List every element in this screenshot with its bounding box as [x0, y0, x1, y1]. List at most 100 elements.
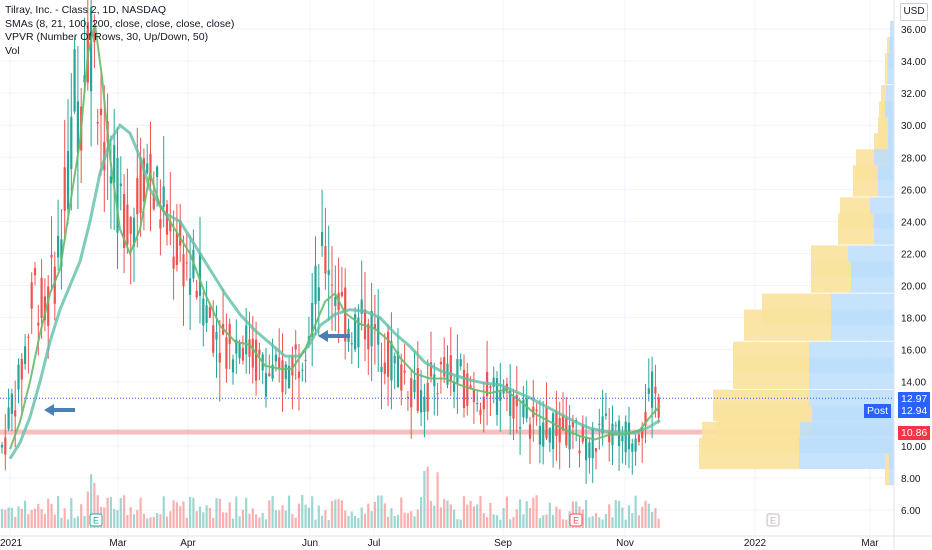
volume-bar	[499, 519, 502, 528]
candle-body	[462, 370, 466, 409]
volume-bar	[634, 495, 637, 528]
candle-body	[561, 415, 565, 431]
candle-body	[182, 254, 185, 287]
candle-body	[212, 325, 215, 353]
volume-bar	[555, 506, 558, 528]
volume-bar	[205, 505, 208, 528]
volume-bar	[413, 516, 416, 528]
volume-bar	[218, 498, 221, 528]
volume-bar	[291, 513, 294, 528]
y-tick-label: 28.00	[901, 153, 926, 164]
symbol-title[interactable]: Tilray, Inc. - Class 2, 1D, NASDAQ	[5, 4, 167, 16]
candle-body	[14, 410, 17, 417]
candle-body	[17, 364, 20, 390]
volume-bar	[446, 500, 449, 528]
volume-bar	[307, 507, 310, 528]
volume-indicator-label[interactable]: Vol	[5, 44, 20, 57]
vp-down-bar	[809, 357, 894, 389]
candle-body	[185, 262, 188, 264]
candle-body	[515, 395, 518, 407]
volume-bar	[30, 509, 33, 528]
candle-body	[231, 359, 235, 373]
candle-body	[459, 359, 462, 367]
candle-body	[601, 416, 604, 434]
vpvr-indicator-label[interactable]: VPVR (Number Of Rows, 30, Up/Down, 50)	[5, 31, 209, 43]
volume-bar	[192, 497, 195, 528]
volume-bar	[215, 498, 218, 528]
volume-bar	[449, 504, 452, 528]
volume-bar	[552, 514, 555, 528]
candle-body	[215, 332, 218, 340]
candle-body	[251, 338, 254, 368]
volume-bar	[284, 510, 287, 528]
vp-up-bar	[878, 117, 888, 149]
volume-bar	[489, 503, 492, 528]
volume-bar	[53, 514, 56, 528]
volume-bar	[492, 514, 495, 528]
volume-bar	[142, 513, 145, 528]
x-tick-label: Jun	[302, 538, 318, 549]
volume-bar	[317, 505, 320, 528]
vp-down-bar	[885, 101, 894, 133]
candle-body	[571, 421, 574, 428]
candle-body	[420, 390, 423, 413]
x-tick-label: Nov	[616, 538, 634, 549]
volume-bar	[162, 496, 165, 528]
candle-body	[621, 435, 624, 442]
volume-bar	[311, 496, 314, 528]
vp-down-bar	[888, 133, 894, 165]
vp-up-bar	[811, 261, 851, 293]
candle-body	[334, 296, 337, 307]
vp-up-bar	[733, 357, 809, 389]
candle-body	[208, 307, 211, 318]
volume-bar	[86, 491, 89, 528]
candle-body	[324, 246, 327, 274]
currency-button[interactable]: USD	[900, 3, 928, 21]
candle-body	[439, 361, 442, 365]
candle-body	[472, 389, 475, 402]
sma-indicator-label[interactable]: SMAs (8, 21, 100, 200, close, close, clo…	[5, 17, 235, 30]
volume-bar	[228, 502, 231, 528]
candle-body	[159, 219, 162, 229]
volume-bar	[330, 500, 334, 528]
vp-up-bar	[885, 453, 889, 486]
candle-body	[512, 396, 515, 419]
vp-down-bar	[888, 53, 894, 85]
candle-body	[627, 422, 631, 450]
volume-bar	[631, 513, 634, 528]
volume-bar	[370, 511, 373, 528]
volume-bar	[469, 500, 472, 528]
volume-bar	[601, 519, 604, 528]
volume-bar	[327, 519, 330, 528]
candle-body	[142, 158, 145, 202]
volume-bar	[383, 503, 386, 528]
volume-bar	[132, 514, 136, 528]
earnings-marker-label: E	[573, 516, 579, 526]
vp-down-bar	[874, 213, 894, 245]
vp-down-bar	[890, 20, 894, 53]
volume-bar	[482, 513, 485, 528]
candle-body	[297, 371, 301, 379]
volume-bar	[314, 519, 317, 528]
support-line	[0, 429, 894, 435]
volume-bar	[261, 512, 264, 528]
volume-bar	[479, 495, 482, 528]
candle-body	[528, 424, 532, 439]
volume-bar	[548, 502, 551, 528]
y-tick-label: 6.00	[901, 506, 921, 517]
volume-bar	[561, 519, 565, 528]
volume-bar	[80, 504, 83, 528]
volume-bar	[33, 508, 37, 528]
candle-body	[522, 399, 525, 418]
candle-body	[152, 193, 155, 210]
candle-body	[443, 357, 446, 377]
candle-body	[66, 151, 70, 210]
candle-body	[238, 342, 241, 359]
candle-body	[241, 348, 244, 361]
volume-bar	[433, 505, 436, 528]
candle-body	[390, 341, 393, 381]
candle-body	[591, 428, 594, 459]
candle-body	[57, 235, 60, 258]
volume-bar	[360, 507, 363, 528]
